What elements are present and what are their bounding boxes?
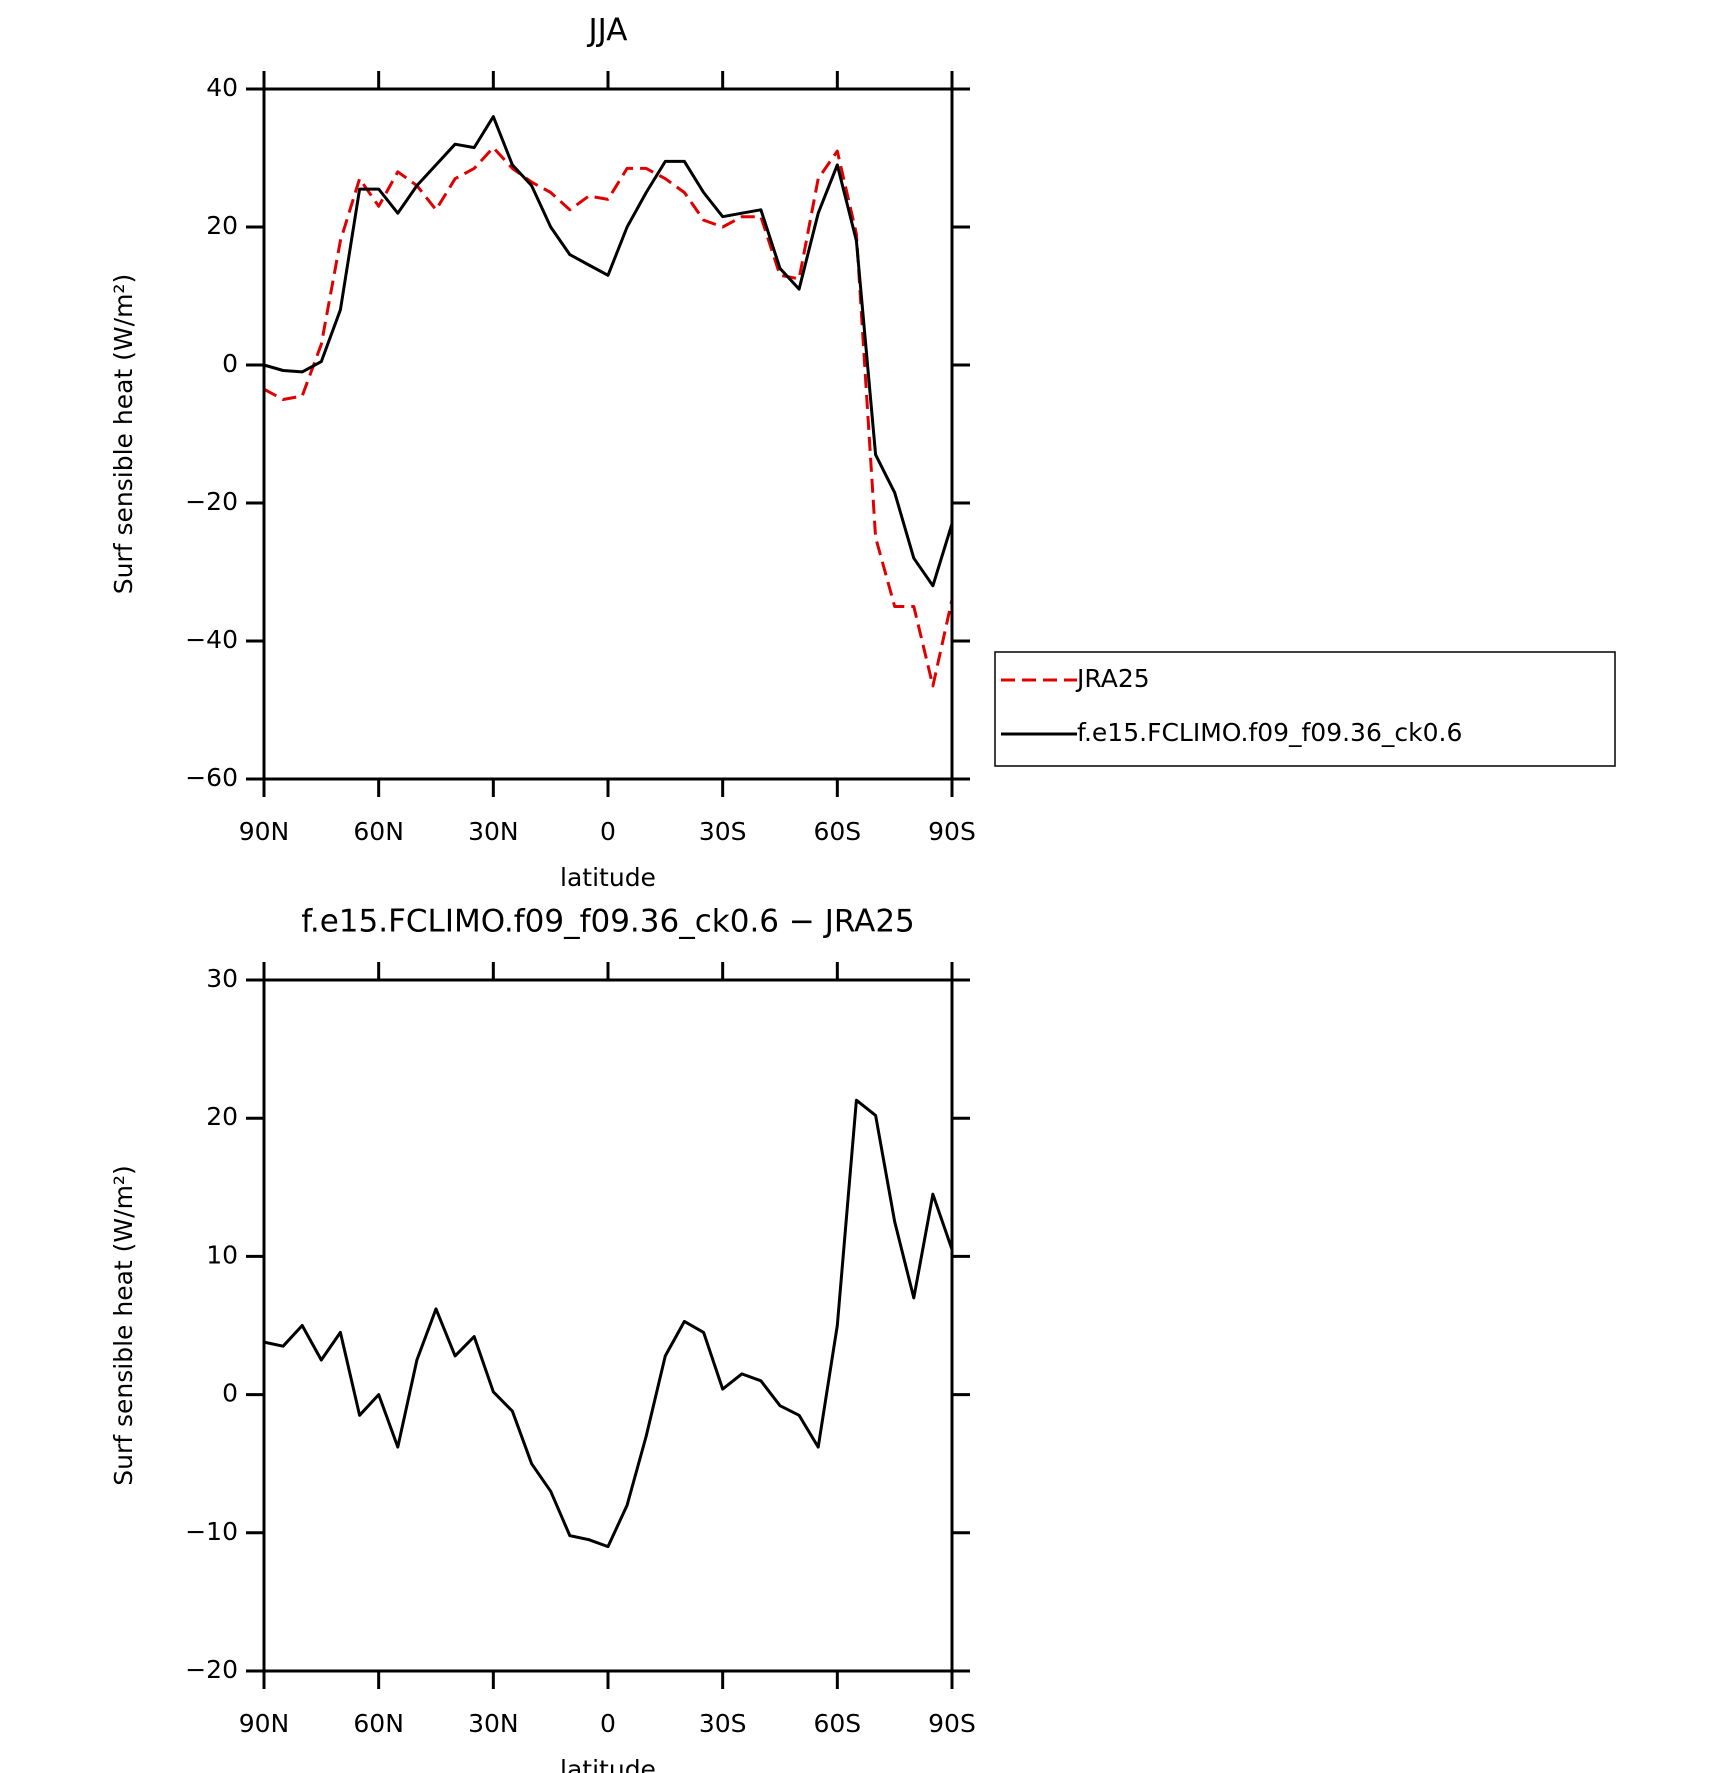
x-tick-label: 0: [600, 817, 616, 846]
data-line: [263, 1098, 954, 1549]
y-tick-label: 40: [206, 73, 238, 102]
y-tick-label: −60: [185, 763, 238, 792]
y-tick-label: −20: [185, 487, 238, 516]
legend: JRA25 f.e15.FCLIMO.f09_f09.36_ck0.6: [994, 651, 1616, 767]
y-tick-label: 20: [206, 1102, 238, 1131]
chart-title: f.e15.FCLIMO.f09_f09.36_ck0.6 − JRA25: [301, 904, 915, 940]
y-tick-label: 30: [206, 964, 238, 993]
x-tick-label: 30N: [468, 1709, 519, 1738]
data-line: [263, 115, 954, 588]
x-tick-label: 30S: [699, 1709, 747, 1738]
legend-box: [994, 651, 1616, 767]
x-tick-label: 90N: [239, 817, 290, 846]
y-tick-label: 20: [206, 211, 238, 240]
x-tick-label: 90N: [239, 1709, 290, 1738]
y-tick-label: 0: [222, 349, 238, 378]
x-tick-label: 60S: [813, 1709, 861, 1738]
x-tick-label: 90S: [928, 817, 976, 846]
x-tick-label: 30N: [468, 817, 519, 846]
y-tick-label: −40: [185, 625, 238, 654]
plot-frame: [262, 87, 954, 781]
plot-frame: [262, 978, 954, 1673]
y-axis-label: Surf sensible heat (W/m²): [109, 1165, 138, 1485]
x-tick-label: 60N: [353, 817, 404, 846]
legend-label: f.e15.FCLIMO.f09_f09.36_ck0.6: [1077, 718, 1462, 747]
y-axis-label: Surf sensible heat (W/m²): [109, 274, 138, 594]
x-tick-label: 30S: [699, 817, 747, 846]
x-tick-label: 0: [600, 1709, 616, 1738]
y-tick-label: −10: [185, 1517, 238, 1546]
y-tick-label: −20: [185, 1655, 238, 1684]
y-tick-label: 0: [222, 1379, 238, 1408]
x-axis-label: latitude: [560, 863, 656, 892]
data-line: [263, 146, 954, 688]
x-tick-label: 90S: [928, 1709, 976, 1738]
x-tick-label: 60S: [813, 817, 861, 846]
x-axis-label: latitude: [560, 1755, 656, 1773]
chart-title: JJA: [587, 13, 628, 49]
x-tick-label: 60N: [353, 1709, 404, 1738]
y-tick-label: 10: [206, 1240, 238, 1269]
legend-label: JRA25: [1075, 664, 1150, 693]
